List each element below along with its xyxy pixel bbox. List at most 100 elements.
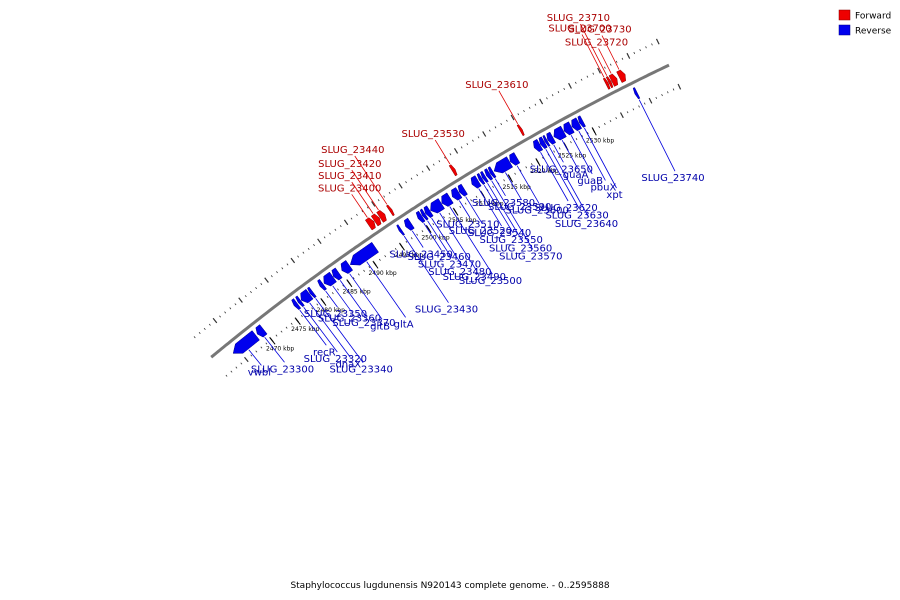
minor-tick-outer [477,136,480,139]
gene-label-slug_23630: SLUG_23630 [545,211,608,222]
gene-label-slug_23420: SLUG_23420 [318,159,381,170]
minor-tick-inner [342,284,345,287]
axis-tick-label: 2525 kbp [558,153,586,160]
minor-tick-inner [581,135,583,138]
minor-tick-outer [626,52,631,59]
minor-tick-inner [389,251,392,254]
gene-slug_23350 [317,278,327,291]
gene-label-leader [299,309,327,346]
minor-tick-inner [615,117,617,120]
gene-label-leader [540,152,569,202]
gene-label-slug_23510: SLUG_23510 [436,220,499,231]
minor-tick-inner [384,255,387,258]
minor-tick-outer [621,57,624,60]
gene-slug_23430 [396,224,406,236]
gene-label-slug_23530: SLUG_23530 [402,129,465,140]
minor-tick-inner [619,112,624,119]
gene-label-leader [553,144,564,163]
gene-slug_23610 [516,124,525,137]
minor-tick-outer [212,317,218,324]
minor-tick-inner [661,94,663,97]
gene-label-leader [494,178,506,197]
legend-forward-swatch [838,9,851,21]
gene-label-slug_23700: SLUG_23700 [548,24,611,35]
gene-label-slug_23300: SLUG_23300 [251,364,314,375]
minor-tick-outer [655,38,660,45]
gene-dnax [300,288,314,304]
gene-label-slug_23360: SLUG_23360 [318,314,381,325]
minor-tick-inner [378,258,381,261]
minor-tick-outer [580,78,583,81]
minor-tick-outer [313,243,315,247]
minor-tick-outer [639,49,641,52]
minor-tick-inner [432,223,435,226]
gene-label-gltb: gltB [370,321,390,332]
minor-tick-outer [574,81,577,84]
minor-tick-outer [219,315,222,318]
gene-label-leader [264,336,285,363]
gene-slug_23730 [616,69,626,83]
gene-label-slug_23460: SLUG_23460 [408,252,471,263]
minor-tick-outer [510,114,515,121]
gene-slug_23500 [441,192,454,207]
minor-tick-inner [410,237,413,240]
gene-vwbl [232,330,260,354]
minor-tick-inner [448,212,451,215]
minor-tick-outer [281,267,284,270]
minor-tick-outer [506,119,508,122]
gene-label-slug_23590: SLUG_23590 [488,202,551,213]
gene-slug_23460 [415,210,426,224]
legend-reverse-swatch [838,24,851,36]
minor-tick-outer [609,63,612,66]
minor-tick-inner [677,83,682,90]
minor-tick-outer [488,129,491,132]
minor-tick-outer [361,210,364,213]
minor-tick-outer [388,191,391,195]
gene-slug_23530 [448,164,458,177]
gene-label-guab: guaB [577,176,603,187]
minor-tick-inner [475,195,478,198]
gene-slug_23710 [605,76,614,89]
minor-tick-outer [460,146,463,149]
minor-tick-inner [655,96,658,99]
minor-tick-outer [377,199,380,202]
axis-tick-label: 2505 kbp [448,217,476,224]
gene-label-vwbl: vwbl [248,367,271,378]
gene-label-leader [325,290,338,308]
minor-tick-outer [453,147,459,154]
gene-label-slug_23650: SLUG_23650 [530,164,593,175]
minor-tick-inner [459,205,462,209]
gene-label-slug_23640: SLUG_23640 [555,219,618,230]
minor-tick-inner [300,315,303,318]
minor-tick-outer [568,82,572,89]
gene-label-leader [403,235,449,303]
gene-label-leader [411,230,424,248]
gene-label-pbux: pbuX [590,182,616,193]
minor-tick-inner [225,374,228,377]
minor-tick-outer [264,277,269,283]
minor-tick-inner [235,366,238,369]
minor-tick-outer [234,303,237,306]
axis-tick [320,298,327,306]
gene-label-slug_23500: SLUG_23500 [459,276,522,287]
minor-tick-outer [651,43,653,46]
gene-xpt [577,115,586,128]
axis-tick-label: 2495 kbp [395,252,423,259]
axis-tick [453,208,459,216]
gene-slug_23490 [430,198,445,214]
gene-label-slug_23430: SLUG_23430 [415,305,478,316]
minor-tick-outer [334,228,337,231]
gene-slug_23630 [538,136,548,150]
genome-track: 2470 kbp 2475 kbp 2480 kbp 2485 kbp 2490 kbp… [193,13,705,378]
gene-label-leader [545,149,580,209]
minor-tick-inner [464,202,467,205]
gene-slug_23600 [509,152,521,166]
gene-label-recr: recR [313,347,336,358]
minor-tick-inner [598,125,600,129]
legend: Forward Reverse [838,9,892,37]
gene-label-leader [580,23,608,76]
gene-label-leader [439,212,477,271]
gene-label-leader [491,180,534,250]
axis-tick [426,225,432,233]
